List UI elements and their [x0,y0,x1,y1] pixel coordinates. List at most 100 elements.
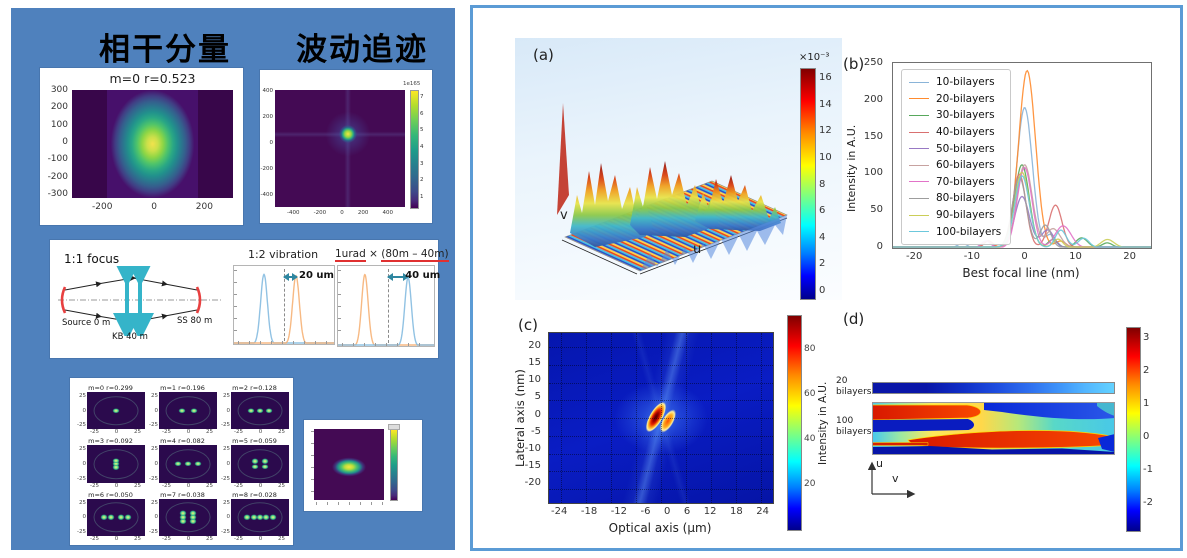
legend-label: 70-bilayers [936,175,995,188]
urad-title-mid: × [365,248,382,260]
tick-label: 100 [863,167,883,179]
d-u-label: u [876,457,883,470]
mode-cell: m=4 r=0.082 25 0 -25 -25 0 25 [148,437,217,489]
tick-label: -25 [234,429,243,436]
tick-label: 0 [151,202,157,212]
tick-label: 25 [205,482,213,489]
tick-label: 0 [154,460,159,467]
mode-y-ticks: 25 0 -25 [220,445,231,482]
b-x-ticks: -20 -10 0 10 20 [892,251,1150,262]
legend-swatch [909,181,929,183]
tick-label: 25 [79,393,86,399]
legend-item: 30-bilayers [909,107,1001,124]
coherent-mode-plot: m=0 r=0.523 300 200 100 0 -100 -200 -300 -200 0… [40,68,243,225]
gridline-horizontal [549,347,773,348]
tick-label: -200 [92,202,113,212]
mode-cell: m=2 r=0.128 25 0 -25 -25 0 25 [220,384,289,436]
tick-label: 60 [804,389,816,399]
mode-title: m=4 r=0.082 [160,437,205,446]
mode-blob [256,407,264,414]
mode-heatmap [87,445,145,483]
mode-body: 25 0 -25 [220,498,289,536]
legend-label: 10-bilayers [936,76,995,89]
mode-blob [251,464,259,470]
mode-cell: m=8 r=0.028 25 0 -25 -25 0 25 [220,491,289,543]
tick-label: -25 [149,528,158,535]
mode-blob [117,514,125,521]
mode-blob [250,514,258,521]
tick-label: 4 [420,143,424,150]
mode-blob [262,514,270,521]
vibration-plot: 20 um [233,265,335,345]
gridline-vertical [710,333,712,503]
tick-label: -25 [149,475,158,482]
mode-y-ticks: 25 0 -25 [76,445,87,482]
tick-label: -25 [90,429,99,436]
tick-label: 300 [50,85,68,95]
b-y-ticks: 250 200 150 100 50 0 [857,57,887,252]
ss-label: SS 80 m [177,316,213,326]
tick-label: 0 [186,429,191,436]
mode-blob [256,514,264,521]
tick-label: 25 [133,482,141,489]
tick-label: 7 [420,94,424,100]
tick-label: 200 [863,93,883,105]
mode-x-ticks: -25 0 25 [230,536,289,543]
legend-item: 70-bilayers [909,174,1001,191]
tick-label: 0 [114,535,119,542]
tick-label: 200 [262,114,274,120]
x-tick-marks [316,502,386,505]
x-axis-ticks: -200 0 200 [72,202,233,212]
mode-x-ticks: -25 0 25 [158,536,217,543]
mode-title: m=6 r=0.050 [88,490,133,499]
tick-label: 25 [205,429,213,436]
tick-label: -25 [77,422,86,429]
diffraction-ring [165,502,211,533]
tick-label: -2 [1143,497,1153,508]
focus-spot [338,125,357,144]
x-tick-marks [238,341,330,344]
tick-label: 200 [195,202,213,212]
strip-20-bilayers [872,382,1115,394]
mode-blob [247,407,255,414]
legend-swatch [909,81,929,83]
tick-label: 0 [876,240,883,252]
tick-label: 0 [154,514,159,521]
mode-x-ticks: -25 0 25 [86,429,145,436]
mode-blob [189,518,197,524]
diffraction-ring [165,395,211,426]
tick-label: 0 [186,535,191,542]
y-axis-ticks: 400 200 0 -200 -400 [260,88,274,198]
y-tick-marks [311,431,314,499]
mode-heatmap [231,498,289,536]
colorbar-ticks: 7 6 5 4 3 2 1 [420,94,424,200]
strip20-label: 20 bilayers [836,376,872,398]
gridline-vertical [660,333,662,503]
c-heatmap [548,332,774,504]
tick-label: -25 [162,482,171,489]
tick-label: -15 [524,459,541,471]
heatmap-blob [107,90,198,198]
wave-tracing-heatmap [275,90,405,207]
tick-label: -200 [260,166,273,172]
legend-item: 60-bilayers [909,157,1001,174]
panel-b-label: (b) [843,55,865,73]
tick-label: -25 [162,535,171,542]
legend-swatch [909,197,929,199]
legend-label: 80-bilayers [936,192,995,205]
tick-label: 10 [528,374,541,386]
tick-label: 25 [133,535,141,542]
title-wave-tracing: 波动追迹 [296,32,428,68]
strip100-label: 100 bilayers [836,416,872,438]
legend-item: 40-bilayers [909,124,1001,141]
mode-title: m=3 r=0.092 [88,437,133,446]
mode-cell: m=6 r=0.050 25 0 -25 -25 0 25 [76,491,145,543]
mode-heatmap [159,498,217,536]
mode-blob [112,407,120,414]
diffraction-ring [237,449,283,479]
tick-label: 14 [819,98,832,110]
gridline-horizontal [549,489,773,490]
legend-swatch [909,164,929,166]
tick-label: 12 [703,506,717,517]
tick-label: 20 [1123,251,1136,262]
